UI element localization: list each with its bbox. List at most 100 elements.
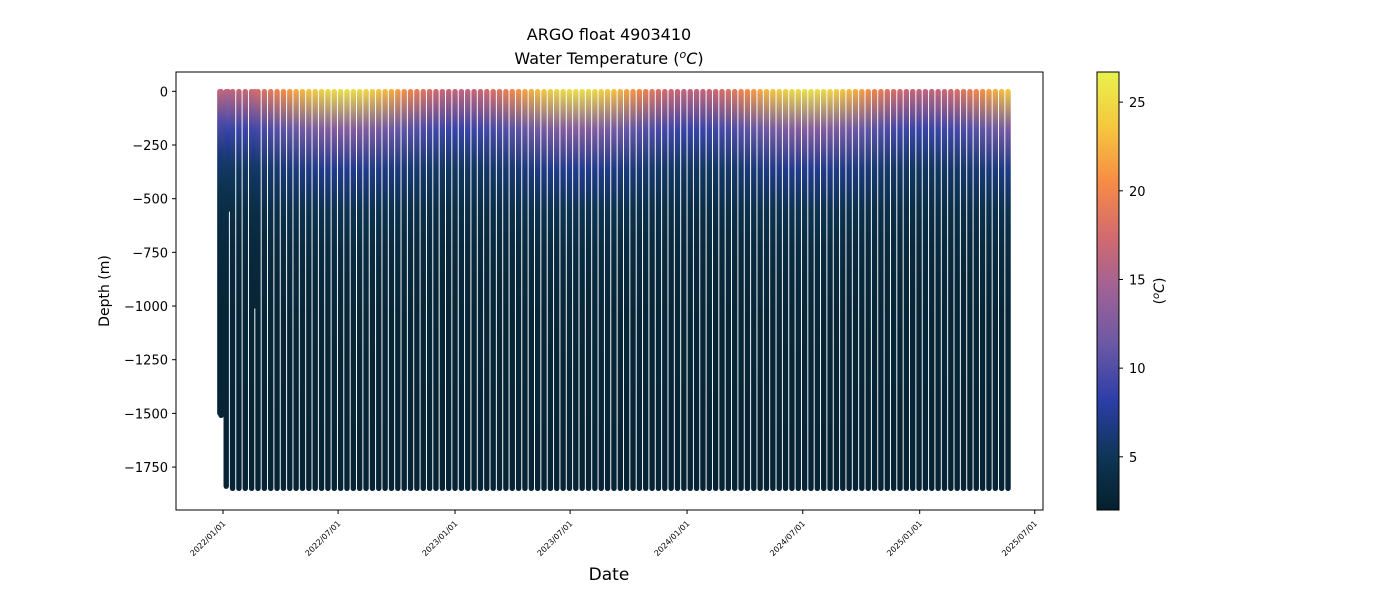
profile-column [573, 88, 579, 492]
profile-column [242, 88, 248, 492]
profile-column [268, 88, 274, 492]
profile-column [967, 88, 973, 492]
profile-column [554, 88, 560, 492]
profile-column [218, 88, 224, 419]
profile-column [325, 88, 331, 492]
y-tick-label: −500 [132, 193, 168, 208]
profile-column [528, 88, 535, 492]
profile-column [693, 88, 700, 492]
x-tick-label: 2022/07/01 [304, 519, 343, 558]
profile-column [655, 88, 662, 492]
profile-column [725, 88, 732, 492]
profile-column [878, 88, 884, 492]
profile-column [884, 88, 890, 492]
profile-column [261, 88, 268, 492]
x-tick-label: 2023/07/01 [536, 519, 575, 558]
profile-column [579, 88, 585, 492]
profile-column [280, 88, 287, 492]
profile-column [458, 88, 465, 492]
profile-column [331, 88, 337, 492]
profile-column [299, 88, 306, 492]
profile-column [439, 88, 446, 492]
colorbar-tick-label: 10 [1129, 362, 1146, 377]
profile-column [910, 88, 916, 492]
profile-column [814, 88, 821, 492]
profile-column [1005, 88, 1011, 492]
profile-column [509, 88, 515, 492]
profile-column [973, 88, 979, 492]
profile-column [916, 88, 922, 492]
colorbar-label-prefix: ( [1152, 299, 1168, 304]
profile-column [465, 88, 471, 492]
profile-column [318, 88, 325, 492]
profile-column [929, 88, 935, 492]
x-tick-label: 2022/01/01 [188, 519, 227, 558]
colorbar-frame [1096, 71, 1120, 511]
x-tick-label: 2023/01/01 [420, 519, 459, 558]
profile-column [287, 88, 293, 492]
profile-column [852, 88, 859, 492]
profile-column [477, 88, 484, 492]
profile-column [617, 88, 624, 492]
profile-column [433, 88, 439, 492]
profile-column [840, 88, 846, 492]
profile-column [674, 88, 681, 492]
profile-column [897, 88, 903, 492]
profile-column [236, 88, 242, 492]
profile-series [217, 88, 1011, 492]
profile-column [426, 88, 433, 492]
profile-column [719, 88, 725, 492]
profile-column [732, 88, 738, 492]
profile-column [445, 88, 452, 492]
profile-column [776, 88, 782, 492]
colorbar-label-sup: o [1151, 293, 1162, 299]
profile-column [846, 88, 852, 492]
profile-column [821, 88, 827, 492]
profile-column [369, 88, 376, 492]
colorbar-tick-label: 20 [1129, 185, 1146, 200]
profile-column [357, 88, 363, 492]
profile-column [700, 88, 706, 492]
profile-column [312, 88, 318, 492]
profile-column [452, 88, 458, 492]
x-axis-label: Date [589, 565, 630, 585]
profile-column [630, 88, 636, 492]
profile-column [712, 88, 719, 492]
profile-column [598, 88, 604, 492]
profile-column [484, 88, 490, 492]
profile-column [808, 88, 814, 492]
profile-column [636, 88, 643, 492]
profile-column [407, 88, 414, 492]
y-tick-label: −1000 [124, 300, 168, 315]
profile-column [566, 88, 573, 492]
profile-column [229, 88, 236, 492]
profile-column [420, 88, 426, 492]
profile-column [865, 88, 871, 492]
profile-column [935, 88, 941, 492]
profile-column [522, 88, 528, 492]
profile-column [293, 88, 299, 492]
colorbar-tick-label: 15 [1129, 273, 1146, 288]
profile-column [363, 88, 369, 492]
profile-column [687, 88, 693, 492]
profile-column [941, 88, 948, 492]
colorbar-label-main: C [1152, 283, 1168, 293]
profile-column [503, 88, 509, 492]
y-axis-label: Depth (m) [97, 255, 113, 327]
x-tick-label: 2025/07/01 [1000, 519, 1039, 558]
x-tick-label: 2025/01/01 [885, 519, 924, 558]
profile-column [801, 88, 808, 492]
chart-title: ARGO float 4903410 [527, 25, 691, 44]
subtitle-unit-sup: o [679, 48, 686, 61]
profile-column [827, 88, 833, 492]
profile-column [547, 88, 554, 492]
profile-column [604, 88, 611, 492]
profile-column [763, 88, 770, 492]
profile-column [395, 88, 401, 492]
profile-column [337, 88, 344, 492]
profile-column [649, 88, 655, 492]
colorbar-tick-label: 5 [1129, 451, 1137, 466]
y-tick-label: −750 [132, 246, 168, 261]
y-tick-label: −1250 [124, 354, 168, 369]
profile-column [344, 88, 350, 492]
